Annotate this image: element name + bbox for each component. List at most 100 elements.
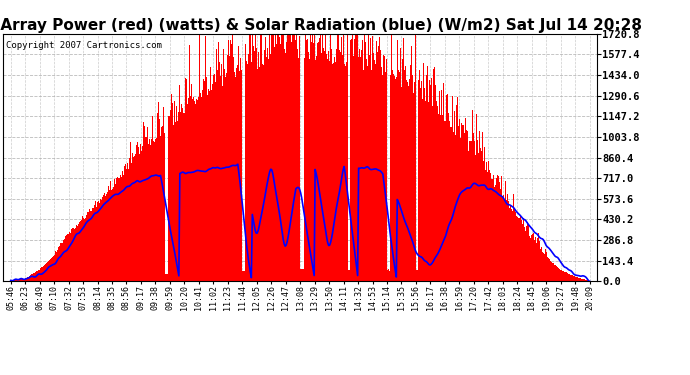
Bar [257, 52, 259, 281]
Bar [536, 243, 537, 281]
Bar [28, 276, 30, 281]
Bar [279, 37, 280, 281]
Bar [518, 218, 519, 281]
Bar [109, 190, 110, 281]
Bar [276, 44, 277, 281]
Bar [472, 110, 473, 281]
Bar [339, 52, 341, 281]
Bar [393, 74, 394, 281]
Bar [480, 148, 481, 281]
Bar [92, 208, 93, 281]
Bar [348, 270, 349, 281]
Bar [255, 34, 256, 281]
Bar [286, 34, 288, 281]
Bar [282, 34, 283, 281]
Bar [114, 179, 115, 281]
Bar [561, 270, 562, 281]
Bar [364, 34, 365, 281]
Bar [325, 34, 326, 281]
Bar [510, 205, 511, 281]
Bar [189, 45, 190, 281]
Bar [452, 96, 453, 281]
Bar [132, 153, 133, 281]
Bar [160, 136, 161, 281]
Bar [407, 82, 408, 281]
Bar [223, 48, 224, 281]
Bar [460, 138, 461, 281]
Bar [38, 270, 39, 281]
Bar [120, 175, 121, 281]
Bar [460, 123, 462, 281]
Bar [167, 274, 168, 281]
Bar [524, 227, 525, 281]
Bar [237, 64, 238, 281]
Bar [527, 222, 529, 281]
Bar [210, 68, 211, 281]
Bar [415, 34, 416, 281]
Bar [270, 54, 271, 281]
Bar [580, 278, 582, 281]
Bar [13, 280, 14, 281]
Bar [179, 85, 180, 281]
Bar [586, 280, 587, 281]
Bar [247, 64, 248, 281]
Bar [17, 280, 18, 281]
Bar [117, 177, 119, 281]
Bar [50, 258, 51, 281]
Bar [168, 116, 170, 281]
Bar [365, 42, 366, 281]
Bar [21, 279, 22, 281]
Bar [454, 111, 455, 281]
Bar [402, 59, 403, 281]
Bar [95, 201, 96, 281]
Bar [357, 34, 358, 281]
Bar [51, 258, 52, 281]
Bar [165, 274, 166, 281]
Bar [56, 252, 57, 281]
Bar [274, 46, 275, 281]
Bar [211, 90, 213, 281]
Bar [356, 34, 357, 281]
Bar [505, 181, 506, 281]
Bar [125, 165, 126, 281]
Bar [562, 271, 563, 281]
Bar [52, 256, 54, 281]
Bar [127, 163, 128, 281]
Bar [124, 166, 126, 281]
Bar [402, 38, 404, 281]
Bar [394, 76, 395, 281]
Bar [121, 177, 122, 281]
Bar [466, 130, 467, 281]
Bar [33, 273, 34, 281]
Bar [506, 200, 507, 281]
Bar [204, 81, 206, 281]
Bar [88, 213, 90, 281]
Bar [377, 52, 378, 281]
Bar [400, 48, 401, 281]
Bar [157, 113, 158, 281]
Bar [99, 203, 100, 281]
Bar [437, 106, 438, 281]
Bar [115, 178, 117, 281]
Bar [409, 79, 411, 281]
Bar [76, 225, 77, 281]
Bar [119, 178, 121, 281]
Bar [67, 234, 68, 281]
Bar [102, 197, 103, 281]
Bar [14, 280, 15, 281]
Bar [288, 34, 290, 281]
Bar [30, 275, 32, 281]
Bar [104, 193, 105, 281]
Bar [525, 231, 526, 281]
Bar [100, 199, 101, 281]
Bar [75, 228, 76, 281]
Bar [206, 77, 208, 281]
Bar [253, 46, 254, 281]
Bar [155, 139, 156, 281]
Bar [554, 264, 555, 281]
Bar [329, 61, 330, 281]
Bar [181, 104, 182, 281]
Bar [216, 49, 217, 281]
Bar [440, 116, 442, 281]
Bar [233, 57, 235, 281]
